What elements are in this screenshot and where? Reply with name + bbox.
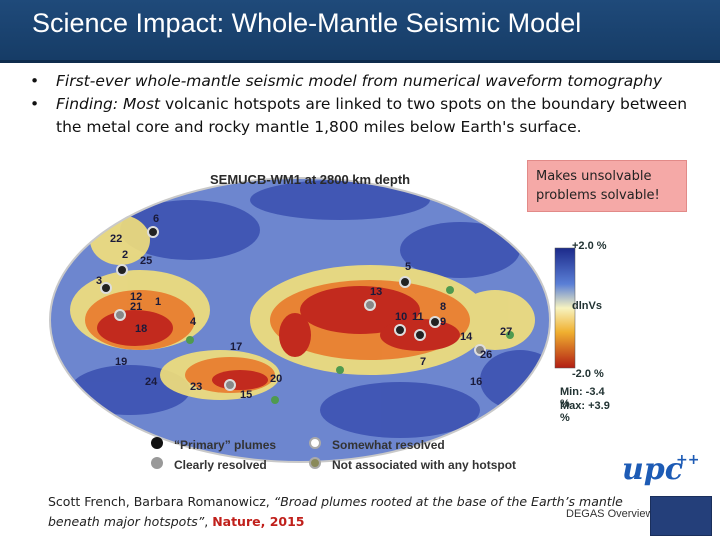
slide-title: Science Impact: Whole-Mantle Seismic Mod… [32,8,582,38]
seismic-map-graphic: 6 222 25 5 3 12 1 21 13 8 10 11 9 4 18 17 14 27 26 19 7 20 24 2… [49,177,576,463]
hotspot-number-label: 7 [420,356,426,368]
color-scale-bar [554,247,576,369]
legend-somewhat-label: Somewhat resolved [332,438,445,452]
hotspot-number-label: 5 [405,261,411,273]
callout-box: Makes unsolvable problems solvable! [527,160,687,212]
bullet-list: • First-ever whole-mantle seismic model … [26,70,706,139]
hotspot-number-label: 25 [140,255,152,267]
legend-clearly-label: Clearly resolved [174,458,267,472]
footer-label: DEGAS Overview [566,508,654,520]
map-oval [50,178,550,462]
bullet-item-1: • First-ever whole-mantle seismic model … [26,70,706,93]
legend-clearly-marker [151,457,163,469]
scale-bottom-label: -2.0 % [572,368,604,380]
bullet-dot: • [30,95,40,113]
lab-logo-icon [650,496,712,536]
hotspot-number-label: 16 [470,376,482,388]
hotspot-markers [100,226,514,404]
hotspot-number-label: 13 [370,286,382,298]
legend-not-associated-label: Not associated with any hotspot [332,458,517,472]
hotspot-number-label: 8 [440,301,446,313]
bullet-text: volcanic hotspots are linked to two spot… [56,95,688,136]
bullet-dot: • [30,72,40,90]
hotspot-number-label: 10 [395,311,407,323]
hotspot-number-label: 3 [96,275,102,287]
scale-axis-label: dlnVs [572,300,602,312]
hotspot-number-label: 18 [135,323,147,335]
citation-authors: Scott French, Barbara Romanowicz, [48,494,274,509]
upc-logo: upc [622,452,684,487]
hotspot-number-label: 11 [412,311,424,323]
map-title: SEMUCB-WM1 at 2800 km depth [210,172,411,187]
seismic-map-figure: 6 22 2 25 5 3 12 1 21 13 8 10 11 9 4 18 17 14 27 26 19 7 20 24 2… [40,160,610,490]
legend-not-associated-marker [309,457,321,469]
bullet-item-2: • Finding: Most volcanic hotspots are li… [26,93,706,139]
hotspot-number-label: 15 [240,389,252,401]
hotspot-number-label: 17 [230,341,242,353]
scale-top-label: +2.0 % [572,240,607,252]
citation-journal: Nature, 2015 [212,514,305,529]
legend-primary-marker [151,437,163,449]
hotspot-number-label: 21 [130,301,142,313]
legend-somewhat-marker [309,437,321,449]
bullet-text: First-ever whole-mantle seismic model fr… [56,72,663,90]
hotspot-number-label: 12 [130,291,142,303]
hotspot-number-label: 24 [145,376,158,388]
legend-primary-label: “Primary” plumes [174,438,277,452]
hotspot-number-label: 2 [122,249,128,261]
hotspot-number-label: 23 [190,381,202,393]
hotspot-number-label: 4 [190,316,197,328]
title-bar: Science Impact: Whole-Mantle Seismic Mod… [0,0,720,63]
hotspot-number-label: 27 [500,326,512,338]
hotspot-number-label: 22 [110,233,122,245]
map-border [49,177,551,463]
citation: Scott French, Barbara Romanowicz, “Broad… [48,492,668,532]
citation-separator: , [204,514,213,529]
scale-min-label: Min: -3.4 % [560,386,605,410]
citation-title: “Broad plumes rooted at the base of the … [48,494,623,529]
hotspot-number-label: 9 [440,316,446,328]
hotspot-number-label: 26 [480,349,492,361]
hotspot-number-label: 20 [270,373,282,385]
hotspot-number-label: 14 [460,331,473,343]
scale-max-label: Max: +3.9 % [560,400,610,424]
bullet-prefix: Finding: Most [56,95,165,113]
hotspot-number-label: 6 [153,213,159,225]
upc-logo-plus: ++ [676,452,700,468]
hotspot-number-label: 19 [115,356,127,368]
hotspot-number-label: 1 [155,296,161,308]
